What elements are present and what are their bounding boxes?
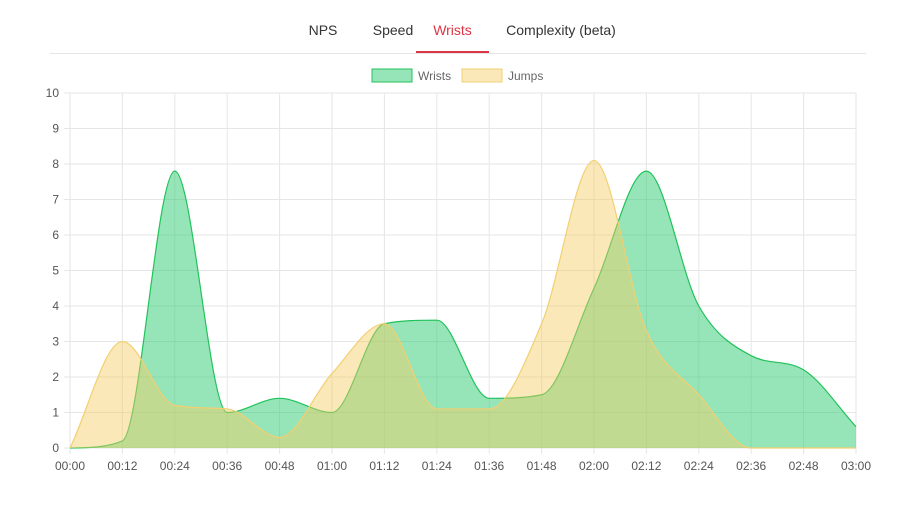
- tab-nps[interactable]: NPS: [308, 22, 338, 38]
- data-point-wrists[interactable]: [801, 367, 807, 373]
- data-point-wrists[interactable]: [277, 395, 283, 401]
- y-tick-label: 5: [52, 264, 59, 278]
- legend-swatch-wrists[interactable]: [371, 68, 413, 83]
- y-tick-label: 10: [46, 86, 60, 100]
- y-tick-label: 1: [52, 406, 59, 420]
- data-point-wrists[interactable]: [434, 317, 440, 323]
- series-line-wrists: [69, 170, 857, 449]
- data-point-jumps[interactable]: [853, 445, 859, 451]
- data-point-jumps[interactable]: [696, 392, 702, 398]
- y-tick-label: 4: [52, 299, 59, 313]
- data-point-jumps[interactable]: [119, 339, 125, 345]
- data-point-wrists[interactable]: [853, 424, 859, 430]
- data-point-jumps[interactable]: [67, 445, 73, 451]
- series-line-jumps: [69, 159, 856, 449]
- x-tick-label: 03:00: [841, 459, 871, 473]
- data-point-jumps[interactable]: [591, 157, 597, 163]
- data-point-jumps[interactable]: [329, 370, 335, 376]
- legend-label-wrists: Wrists: [418, 69, 451, 83]
- tab-wrists[interactable]: Wrists: [416, 0, 489, 53]
- tab-complexity[interactable]: Complexity (beta): [506, 22, 616, 38]
- data-point-jumps[interactable]: [486, 406, 492, 412]
- x-tick-label: 01:36: [474, 459, 504, 473]
- x-tick-label: 00:12: [107, 459, 137, 473]
- series-areas: [67, 157, 859, 451]
- data-point-jumps[interactable]: [172, 402, 178, 408]
- legend-swatch-jumps[interactable]: [461, 68, 503, 83]
- data-point-jumps[interactable]: [748, 445, 754, 451]
- x-tick-label: 02:24: [684, 459, 714, 473]
- data-point-jumps[interactable]: [224, 406, 230, 412]
- y-tick-label: 9: [52, 122, 59, 136]
- y-tick-label: 7: [52, 193, 59, 207]
- data-point-jumps[interactable]: [643, 328, 649, 334]
- data-point-jumps[interactable]: [801, 445, 807, 451]
- x-tick-label: 02:36: [736, 459, 766, 473]
- x-tick-label: 02:12: [631, 459, 661, 473]
- data-point-jumps[interactable]: [539, 321, 545, 327]
- y-tick-label: 3: [52, 335, 59, 349]
- x-tick-label: 02:48: [789, 459, 819, 473]
- data-point-wrists[interactable]: [748, 353, 754, 359]
- tab-bar: NPS Speed Wrists Complexity (beta): [50, 0, 866, 54]
- series-area-wrists: [70, 171, 856, 448]
- data-point-jumps[interactable]: [277, 434, 283, 440]
- data-point-wrists[interactable]: [172, 168, 178, 174]
- data-point-jumps[interactable]: [434, 406, 440, 412]
- x-tick-label: 01:48: [527, 459, 557, 473]
- data-point-wrists[interactable]: [696, 303, 702, 309]
- y-tick-label: 0: [52, 441, 59, 455]
- series-area-jumps: [70, 160, 856, 448]
- legend: Wrists Jumps: [371, 68, 543, 83]
- x-tick-label: 01:12: [369, 459, 399, 473]
- data-point-jumps[interactable]: [381, 321, 387, 327]
- x-tick-label: 01:24: [422, 459, 452, 473]
- data-point-wrists[interactable]: [643, 168, 649, 174]
- tab-speed[interactable]: Speed: [372, 22, 414, 38]
- x-tick-label: 01:00: [317, 459, 347, 473]
- legend-label-jumps: Jumps: [508, 69, 543, 83]
- x-tick-label: 00:48: [265, 459, 295, 473]
- x-tick-label: 00:00: [55, 459, 85, 473]
- x-tick-label: 00:24: [160, 459, 190, 473]
- y-tick-label: 6: [52, 228, 59, 242]
- axes: 0 1 2 3 4 5 6 7 8 9 10 00:00 00:12 00:24 00:36 00:48 01:…: [46, 86, 872, 473]
- x-tick-label: 00:36: [212, 459, 242, 473]
- x-tick-label: 02:00: [579, 459, 609, 473]
- data-point-wrists[interactable]: [486, 395, 492, 401]
- y-tick-label: 2: [52, 370, 59, 384]
- y-tick-label: 8: [52, 157, 59, 171]
